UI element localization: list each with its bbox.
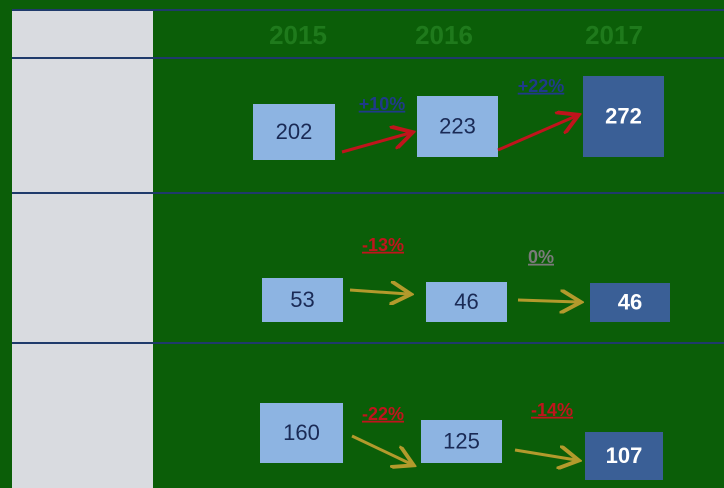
- arrow: [349, 290, 408, 294]
- arrow: [514, 450, 576, 460]
- value-label: 46: [454, 289, 478, 314]
- value-box: [260, 403, 343, 463]
- value-label: 53: [290, 287, 314, 312]
- value-label: 46: [618, 289, 642, 314]
- arrow: [351, 434, 411, 464]
- arrow: [517, 300, 578, 302]
- year-label: 2015: [269, 20, 327, 50]
- value-label: 272: [605, 103, 642, 128]
- value-box: [426, 282, 507, 322]
- change-label: -13%: [362, 235, 404, 255]
- value-box: [262, 278, 343, 322]
- change-label: -22%: [362, 404, 404, 424]
- arrow: [497, 116, 576, 152]
- value-box: [590, 283, 670, 322]
- value-box: [585, 432, 663, 480]
- label-column: [12, 10, 153, 488]
- value-box: [421, 420, 502, 463]
- value-label: 202: [276, 119, 313, 144]
- value-label: 125: [443, 428, 480, 453]
- year-label: 2016: [415, 20, 473, 50]
- value-label: 107: [606, 443, 643, 468]
- value-box: [253, 104, 335, 160]
- value-box: [417, 96, 498, 157]
- arrow: [341, 133, 410, 154]
- year-label: 2017: [585, 20, 643, 50]
- change-label: +10%: [359, 94, 406, 114]
- change-label: -14%: [531, 400, 573, 420]
- value-label: 160: [283, 420, 320, 445]
- change-label: 0%: [528, 247, 554, 267]
- value-label: 223: [439, 113, 476, 138]
- value-box: [583, 76, 664, 157]
- change-label: +22%: [518, 76, 565, 96]
